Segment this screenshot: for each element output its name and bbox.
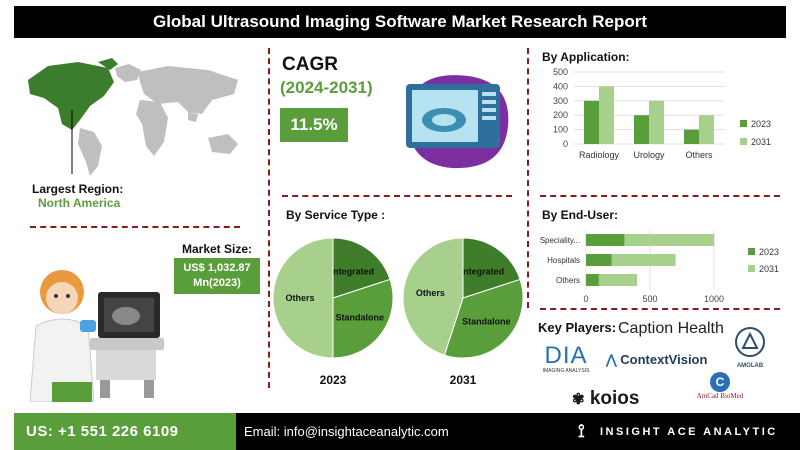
app-bar-2031 — [649, 100, 664, 144]
enduser-y-label: Speciality... — [540, 236, 580, 245]
cagr-years: (2024-2031) — [280, 78, 373, 97]
largest-region-label: Largest Region: — [32, 182, 124, 196]
amolab-icon — [735, 327, 765, 357]
enduser-bar-chart: 0 500 1000 Speciality... Hospitals Others 2023… — [540, 230, 779, 304]
enduser-x-tick: 500 — [642, 294, 657, 304]
app-legend-swatch — [740, 120, 747, 127]
divider-h2 — [282, 195, 512, 197]
koios-logo: ✾ koios — [572, 388, 639, 410]
largest-region-value: North America — [38, 196, 121, 210]
divider-h1 — [30, 226, 240, 228]
pie-slice-others — [402, 237, 464, 356]
pie-slice-standalone — [443, 278, 524, 359]
amolab-logo: AMOLAB — [730, 326, 770, 369]
app-y-tick: 200 — [553, 110, 568, 120]
enduser-legend-label: 2031 — [759, 264, 779, 274]
app-y-tick: 400 — [553, 81, 568, 91]
pie-slice-others — [272, 237, 334, 359]
app-bar-2031 — [699, 115, 714, 144]
koios-icon: ✾ — [572, 391, 585, 408]
market-size-label: Market Size: — [181, 242, 253, 256]
application-chart-title: By Application: — [542, 50, 630, 64]
pie-slice-label: Standalone — [462, 316, 511, 326]
app-y-tick: 300 — [553, 96, 568, 106]
pie-slice-integrated — [332, 237, 391, 299]
app-legend-swatch — [740, 138, 747, 145]
world-map — [28, 58, 238, 176]
app-y-tick: 500 — [553, 67, 568, 77]
enduser-bar-2023 — [586, 274, 599, 286]
service-type-pie-charts: Integrated Standalone Others 2023 Integrated… — [272, 237, 524, 387]
software-illustration — [406, 75, 509, 169]
pie-slice-label: Others — [285, 293, 314, 303]
market-size-value: US$ 1,032.87 — [183, 262, 251, 274]
enduser-legend-label: 2023 — [759, 247, 779, 257]
market-size-box: US$ 1,032.87 Mn(2023) — [174, 258, 260, 294]
enduser-legend-swatch — [748, 248, 755, 255]
footer-phone: US: +1 551 226 6109 — [14, 413, 236, 450]
app-legend-label: 2023 — [751, 119, 771, 129]
app-bar-2023 — [584, 100, 599, 144]
divider-h3 — [540, 195, 780, 197]
enduser-y-label: Hospitals — [547, 256, 580, 265]
amolab-name: AMOLAB — [736, 363, 764, 369]
dia-logo-mark: DIA — [544, 342, 588, 369]
app-x-label: Radiology — [579, 150, 620, 160]
divider-h4 — [540, 308, 780, 310]
koios-name: koios — [589, 388, 640, 409]
app-x-label: Others — [685, 150, 713, 160]
market-size-year: Mn(2023) — [193, 277, 241, 289]
pie-slice-standalone — [332, 278, 394, 359]
brand-name: INSIGHT ACE ANALYTIC — [600, 425, 778, 438]
enduser-x-tick: 0 — [583, 294, 588, 304]
report-title: Global Ultrasound Imaging Software Marke… — [14, 6, 786, 38]
divider-v1 — [268, 48, 270, 388]
dia-logo: DIA IMAGING ANALYSIS — [538, 342, 594, 375]
footer-brand: ⟟ INSIGHT ACE ANALYTIC — [566, 413, 800, 450]
pie-slice-integrated — [462, 237, 521, 299]
enduser-bar-2023 — [586, 254, 612, 266]
app-legend-label: 2031 — [751, 137, 771, 147]
enduser-x-tick: 1000 — [704, 294, 724, 304]
amcad-logo: C AmCad BioMed — [690, 372, 750, 400]
key-players-label: Key Players: — [538, 320, 617, 335]
app-y-tick: 100 — [553, 125, 568, 135]
enduser-chart-title: By End-User: — [542, 208, 619, 222]
enduser-bar-2031 — [586, 274, 638, 286]
dia-logo-sub: IMAGING ANALYSIS — [542, 368, 590, 374]
app-bar-2023 — [634, 115, 649, 144]
enduser-y-label: Others — [556, 276, 580, 285]
service-type-chart-title: By Service Type : — [286, 208, 386, 222]
brand-icon: ⟟ — [578, 421, 585, 441]
pie-slice-label: Integrated — [331, 266, 375, 276]
pie-year-label: 2023 — [320, 373, 347, 387]
app-y-tick: 0 — [563, 139, 568, 149]
contextvision-name: ContextVision — [620, 352, 708, 367]
pie-slice-label: Others — [416, 288, 445, 298]
caption-health-logo: Caption Health — [618, 320, 724, 337]
footer-email[interactable]: Email: info@insightaceanalytic.com — [236, 413, 566, 450]
contextvision-logo: ⋀ ContextVision — [606, 352, 707, 368]
doctor-illustration — [29, 270, 164, 402]
enduser-legend-swatch — [748, 265, 755, 272]
app-bar-2031 — [599, 86, 614, 144]
application-bar-chart: 0 100 200 300 400 500 Radiology Urology Others 20… — [553, 67, 771, 160]
amcad-name: AmCad BioMed — [696, 392, 744, 400]
pie-slice-label: Standalone — [335, 312, 384, 322]
cagr-value: 11.5% — [280, 108, 348, 142]
amcad-icon: C — [710, 372, 730, 392]
app-x-label: Urology — [633, 150, 665, 160]
pie-slice-label: Integrated — [461, 266, 505, 276]
contextvision-icon: ⋀ — [606, 352, 621, 367]
pie-year-label: 2031 — [450, 373, 477, 387]
cagr-title: CAGR — [282, 54, 338, 75]
enduser-bar-2023 — [586, 234, 625, 246]
app-bar-2023 — [684, 129, 699, 144]
divider-v2 — [527, 48, 529, 308]
